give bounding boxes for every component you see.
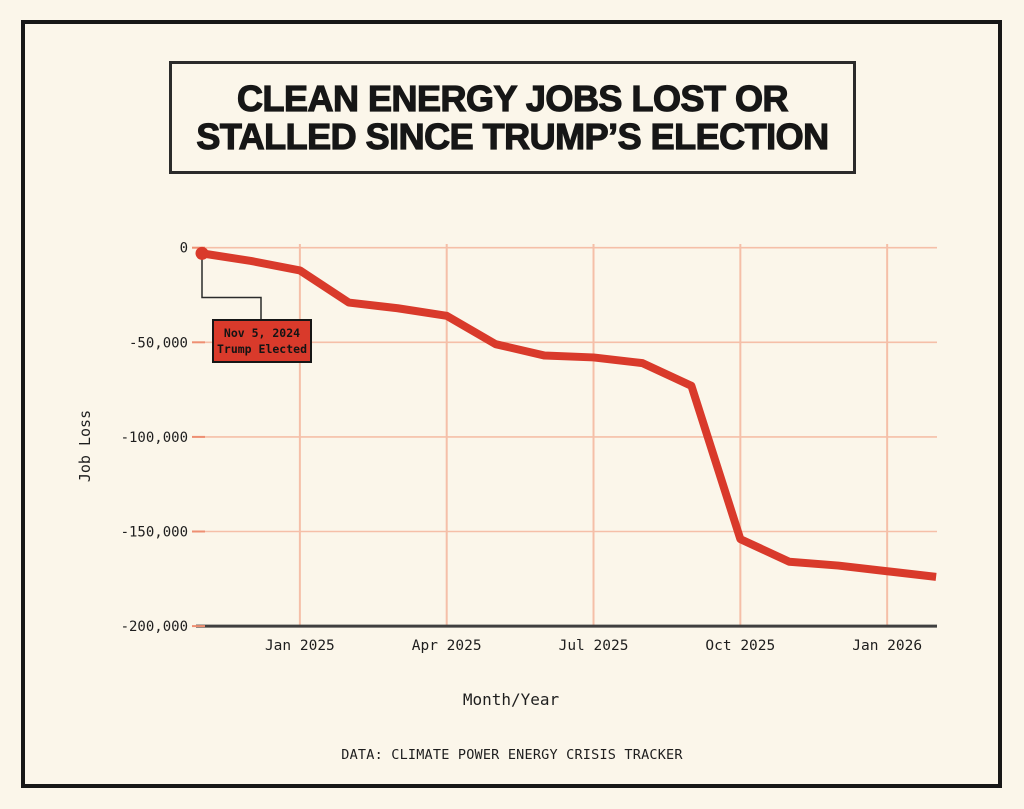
x-tick-label: Oct 2025	[705, 638, 775, 654]
y-tick-label: 0	[180, 241, 188, 257]
y-axis-title: Job Loss	[76, 409, 94, 483]
title-line-2: STALLED SINCE TRUMP’S ELECTION	[196, 115, 830, 157]
page-frame	[21, 20, 1002, 788]
y-tick-label: -200,000	[121, 619, 188, 635]
title-line-1: CLEAN ENERGY JOBS LOST OR	[236, 77, 789, 119]
x-tick-label: Jan 2025	[265, 638, 335, 654]
footer-credit: DATA: CLIMATE POWER ENERGY CRISIS TRACKE…	[341, 747, 683, 763]
jobs-line-series	[201, 249, 937, 581]
title-box: CLEAN ENERGY JOBS LOST OR STALLED SINCE …	[169, 61, 856, 174]
x-axis-title: Month/Year	[462, 690, 560, 709]
x-tick-label: Jan 2026	[852, 638, 922, 654]
x-tick-label: Apr 2025	[412, 638, 482, 654]
annotation-box: Nov 5, 2024 Trump Elected	[212, 319, 312, 363]
x-tick-label: Jul 2025	[559, 638, 629, 654]
annotation-line-1: Nov 5, 2024	[223, 326, 301, 340]
annotation-line-2: Trump Elected	[216, 342, 307, 356]
y-tick-label: -150,000	[121, 525, 188, 541]
y-tick-label: -100,000	[121, 430, 188, 446]
series-start-point	[195, 246, 209, 260]
annotation-leader-line	[201, 253, 262, 319]
y-tick-label: -50,000	[129, 335, 188, 351]
